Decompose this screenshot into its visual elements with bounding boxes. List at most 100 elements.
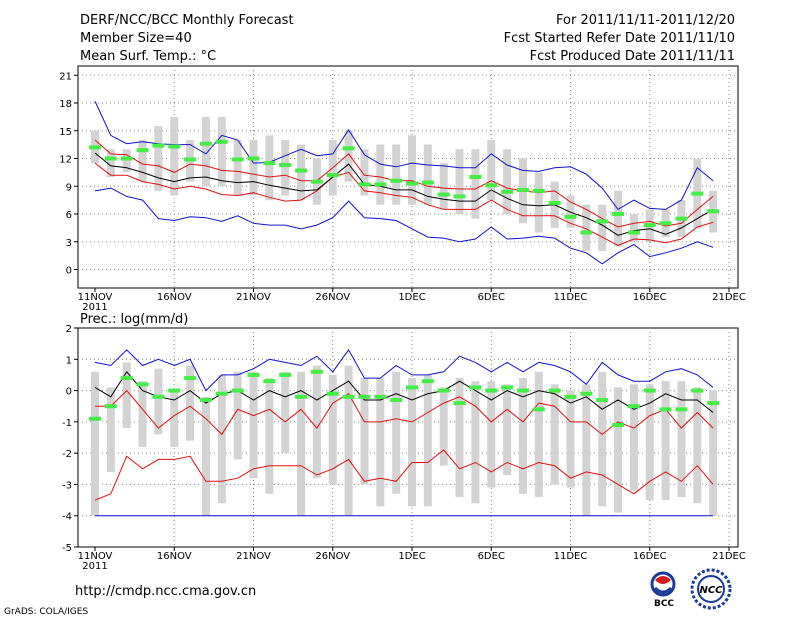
x-tick-label: 26NOV: [315, 551, 350, 562]
ensemble-marker: [152, 143, 165, 148]
ensemble-marker: [627, 404, 640, 409]
x-tick-label: 11DEC: [554, 551, 588, 562]
min-line: [94, 187, 714, 265]
range-box: [677, 381, 686, 497]
range-box: [471, 381, 480, 504]
range-box: [408, 378, 416, 507]
ensemble-marker: [675, 407, 688, 412]
ncc-logo-icon: NCC: [690, 568, 732, 610]
ensemble-marker: [707, 209, 720, 214]
ensemble-marker: [342, 394, 355, 399]
plot-frame: [77, 327, 739, 548]
x-tick-label: 21NOV: [236, 292, 271, 303]
ensemble-marker: [453, 194, 466, 199]
x-tick-label: 1DEC: [398, 551, 425, 562]
x-tick-label: 16NOV: [157, 551, 192, 562]
chart-title: DERF/NCC/BCC Monthly Forecast: [80, 13, 294, 28]
x-tick-label: 16DEC: [633, 292, 667, 303]
y-tick-label: -1: [62, 418, 72, 429]
range-box: [233, 140, 242, 196]
mean-line: [94, 370, 714, 413]
range-box: [709, 390, 718, 516]
ensemble-marker: [612, 422, 625, 427]
range-box: [376, 144, 385, 205]
y-tick-label: 6: [66, 210, 72, 221]
lower-line: [94, 162, 714, 246]
ensemble-marker: [184, 157, 197, 162]
range-box: [439, 387, 448, 466]
footer-url[interactable]: http://cmdp.ncc.cma.gov.cn: [75, 584, 256, 599]
range-box: [281, 371, 290, 454]
ensemble-marker: [168, 388, 181, 393]
ensemble-marker: [279, 372, 292, 377]
range-box: [423, 374, 432, 507]
ensemble-marker: [501, 189, 514, 194]
bcc-logo-text: BCC: [654, 599, 674, 608]
ensemble-marker: [247, 156, 260, 161]
ensemble-marker: [326, 173, 339, 178]
range-box: [281, 140, 290, 196]
range-box: [455, 149, 464, 214]
ensemble-marker: [580, 391, 593, 396]
ensemble-marker: [136, 148, 149, 153]
precipitation-panel: -5 -4 -3 -2 -1 0 1 2 11NOV 16NOV 21NOV 26NOV 1DEC 6DE…: [62, 324, 746, 572]
range-box: [154, 126, 163, 191]
range-box: [408, 135, 416, 205]
ensemble-marker: [516, 388, 529, 393]
ensemble-marker: [215, 139, 228, 144]
range-box: [487, 381, 496, 488]
ensemble-marker: [231, 388, 244, 393]
upper-line: [94, 139, 714, 228]
ensemble-marker: [89, 145, 101, 150]
range-box: [106, 387, 115, 472]
ensemble-marker: [707, 401, 720, 406]
mean-line: [94, 152, 714, 236]
range-box: [439, 163, 448, 210]
y-tick-label: -2: [62, 449, 72, 460]
fcst-produced-date: Fcst Produced Date 2011/11/11: [530, 49, 735, 64]
x-tick-label: 21NOV: [236, 551, 271, 562]
range-box: [693, 387, 702, 504]
ensemble-marker: [89, 416, 101, 421]
ensemble-marker: [390, 178, 403, 183]
x-tick-label: 11DEC: [554, 292, 588, 303]
range-box: [471, 149, 480, 219]
range-box: [170, 116, 179, 196]
x-tick-label: 11NOV: [78, 551, 113, 562]
ensemble-marker: [596, 219, 609, 224]
year-label: 2011: [82, 561, 107, 572]
range-box: [360, 378, 369, 485]
ensemble-marker: [485, 183, 498, 188]
ensemble-marker: [184, 376, 197, 381]
range-box: [566, 390, 575, 488]
ensemble-marker: [564, 214, 577, 219]
ensemble-marker: [326, 391, 339, 396]
range-box: [154, 368, 163, 435]
ensemble-marker: [564, 394, 577, 399]
y-tick-label: 9: [66, 182, 72, 193]
y-tick-label: 12: [59, 155, 72, 166]
temperature-panel: 0 3 6 9 12 15 18 21 11NOV 16NOV 21NOV 26NOV 1DEC 6DEC…: [59, 65, 746, 313]
bcc-logo-icon: BCC: [650, 571, 676, 608]
range-box: [392, 144, 401, 205]
range-box: [614, 387, 623, 513]
ensemble-marker: [469, 175, 482, 179]
ensemble-marker: [485, 388, 498, 393]
y-tick-label: -3: [62, 480, 72, 491]
range-box: [503, 149, 512, 214]
ensemble-marker: [691, 388, 704, 393]
ensemble-marker: [532, 188, 545, 193]
ensemble-marker: [231, 157, 244, 162]
y-tick-label: 2: [66, 324, 72, 335]
ensemble-marker: [501, 385, 514, 390]
ensemble-marker: [136, 382, 149, 387]
max-line: [94, 348, 714, 392]
x-tick-label: 6DEC: [478, 292, 505, 303]
ensemble-marker: [390, 397, 403, 402]
range-box: [423, 144, 432, 205]
variable-label-temp: Mean Surf. Temp.: °C: [80, 49, 216, 64]
y-tick-label: -5: [62, 543, 72, 554]
fcst-started-date: Fcst Started Refer Date 2011/11/10: [504, 31, 735, 46]
range-box: [360, 149, 369, 196]
range-box: [582, 204, 591, 251]
